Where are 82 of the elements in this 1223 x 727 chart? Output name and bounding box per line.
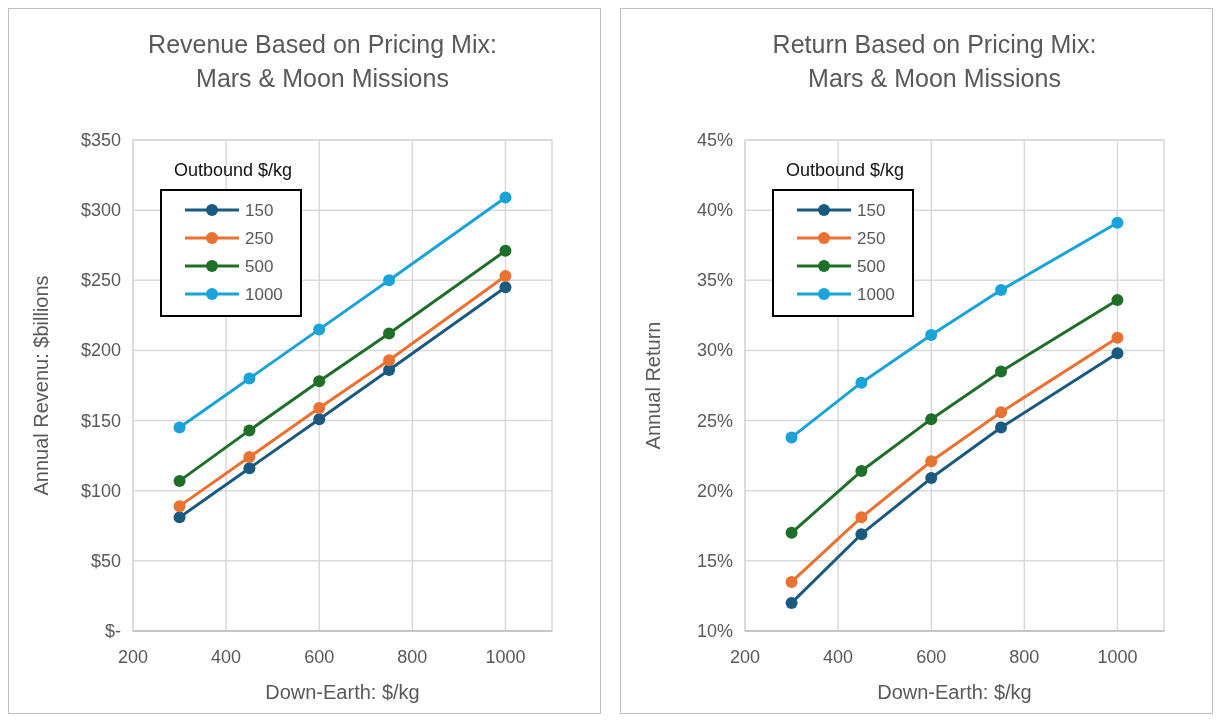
point xyxy=(995,365,1008,378)
chart-title: Revenue Based on Pricing Mix: Mars & Moon Missions xyxy=(148,30,497,92)
y-tick-label: 45% xyxy=(696,130,733,150)
point xyxy=(499,244,512,257)
y-tick-label: 25% xyxy=(696,410,733,431)
point xyxy=(313,375,326,388)
point xyxy=(243,372,256,385)
point xyxy=(173,500,186,513)
point xyxy=(855,511,868,524)
y-tick-label: $- xyxy=(104,621,121,641)
point xyxy=(855,528,868,541)
x-axis-title: Down-Earth: $/kg xyxy=(877,681,1032,703)
x-tick-label: 400 xyxy=(823,647,854,667)
x-tick-label: 1000 xyxy=(1097,647,1138,667)
point xyxy=(785,575,798,588)
point xyxy=(243,462,256,475)
point xyxy=(243,424,256,437)
point xyxy=(383,364,396,377)
point xyxy=(855,376,868,389)
y-tick-label: $250 xyxy=(80,270,121,291)
legend-label: 1000 xyxy=(245,285,283,304)
point xyxy=(925,413,938,426)
point xyxy=(313,401,326,414)
chart-title: Return Based on Pricing Mix: Mars & Moon Missions xyxy=(772,30,1097,92)
y-tick-label: 35% xyxy=(696,270,733,291)
x-tick-label: 800 xyxy=(397,647,428,667)
legend-label: 1000 xyxy=(857,285,895,304)
y-tick-label: 10% xyxy=(696,621,733,641)
legend-label: 250 xyxy=(245,229,274,248)
y-tick-label: 40% xyxy=(696,200,733,221)
point xyxy=(925,329,938,341)
point xyxy=(1111,216,1124,229)
point xyxy=(313,323,326,336)
point xyxy=(1111,331,1124,344)
point xyxy=(499,270,512,283)
legend-label: 250 xyxy=(857,229,886,248)
x-tick-label: 800 xyxy=(1009,647,1040,667)
point xyxy=(855,465,868,478)
point xyxy=(925,455,938,468)
point xyxy=(995,421,1008,434)
point xyxy=(785,596,798,609)
point xyxy=(1111,293,1124,306)
point xyxy=(499,191,512,204)
x-axis-title: Down-Earth: $/kg xyxy=(265,681,420,703)
y-tick-label: $300 xyxy=(80,200,121,221)
x-tick-label: 1000 xyxy=(485,647,526,667)
y-tick-label: $50 xyxy=(90,550,121,571)
point xyxy=(383,327,396,340)
point xyxy=(313,413,326,426)
point xyxy=(995,406,1008,419)
legend-title: Outbound $/kg xyxy=(174,160,293,180)
point xyxy=(785,526,798,539)
legend-label: 500 xyxy=(857,257,886,276)
point xyxy=(1111,347,1124,360)
y-tick-label: $150 xyxy=(80,410,121,431)
point xyxy=(925,472,938,485)
legend-label: 150 xyxy=(245,201,274,220)
point xyxy=(995,284,1008,297)
x-tick-label: 200 xyxy=(729,647,761,667)
point xyxy=(499,281,512,294)
y-tick-label: 30% xyxy=(696,340,733,361)
y-axis-title: Annual Return xyxy=(642,321,664,450)
point xyxy=(173,474,186,487)
point xyxy=(383,274,396,287)
y-tick-label: 20% xyxy=(696,480,733,501)
point xyxy=(383,354,396,367)
x-tick-label: 200 xyxy=(117,647,149,667)
point xyxy=(173,511,186,524)
x-tick-label: 600 xyxy=(304,647,335,667)
legend-label: 150 xyxy=(857,201,886,220)
legend-title: Outbound $/kg xyxy=(786,160,905,180)
point xyxy=(173,421,186,434)
y-tick-label: $100 xyxy=(80,480,121,501)
x-tick-label: 400 xyxy=(211,647,242,667)
y-tick-label: $200 xyxy=(80,340,121,361)
point xyxy=(785,431,798,444)
legend-label: 500 xyxy=(245,257,274,276)
point xyxy=(243,451,256,464)
y-axis-title: Annual Revenu: $billions xyxy=(30,275,52,496)
x-tick-label: 600 xyxy=(916,647,947,667)
y-tick-label: 15% xyxy=(696,550,733,571)
y-tick-label: $350 xyxy=(80,130,121,150)
